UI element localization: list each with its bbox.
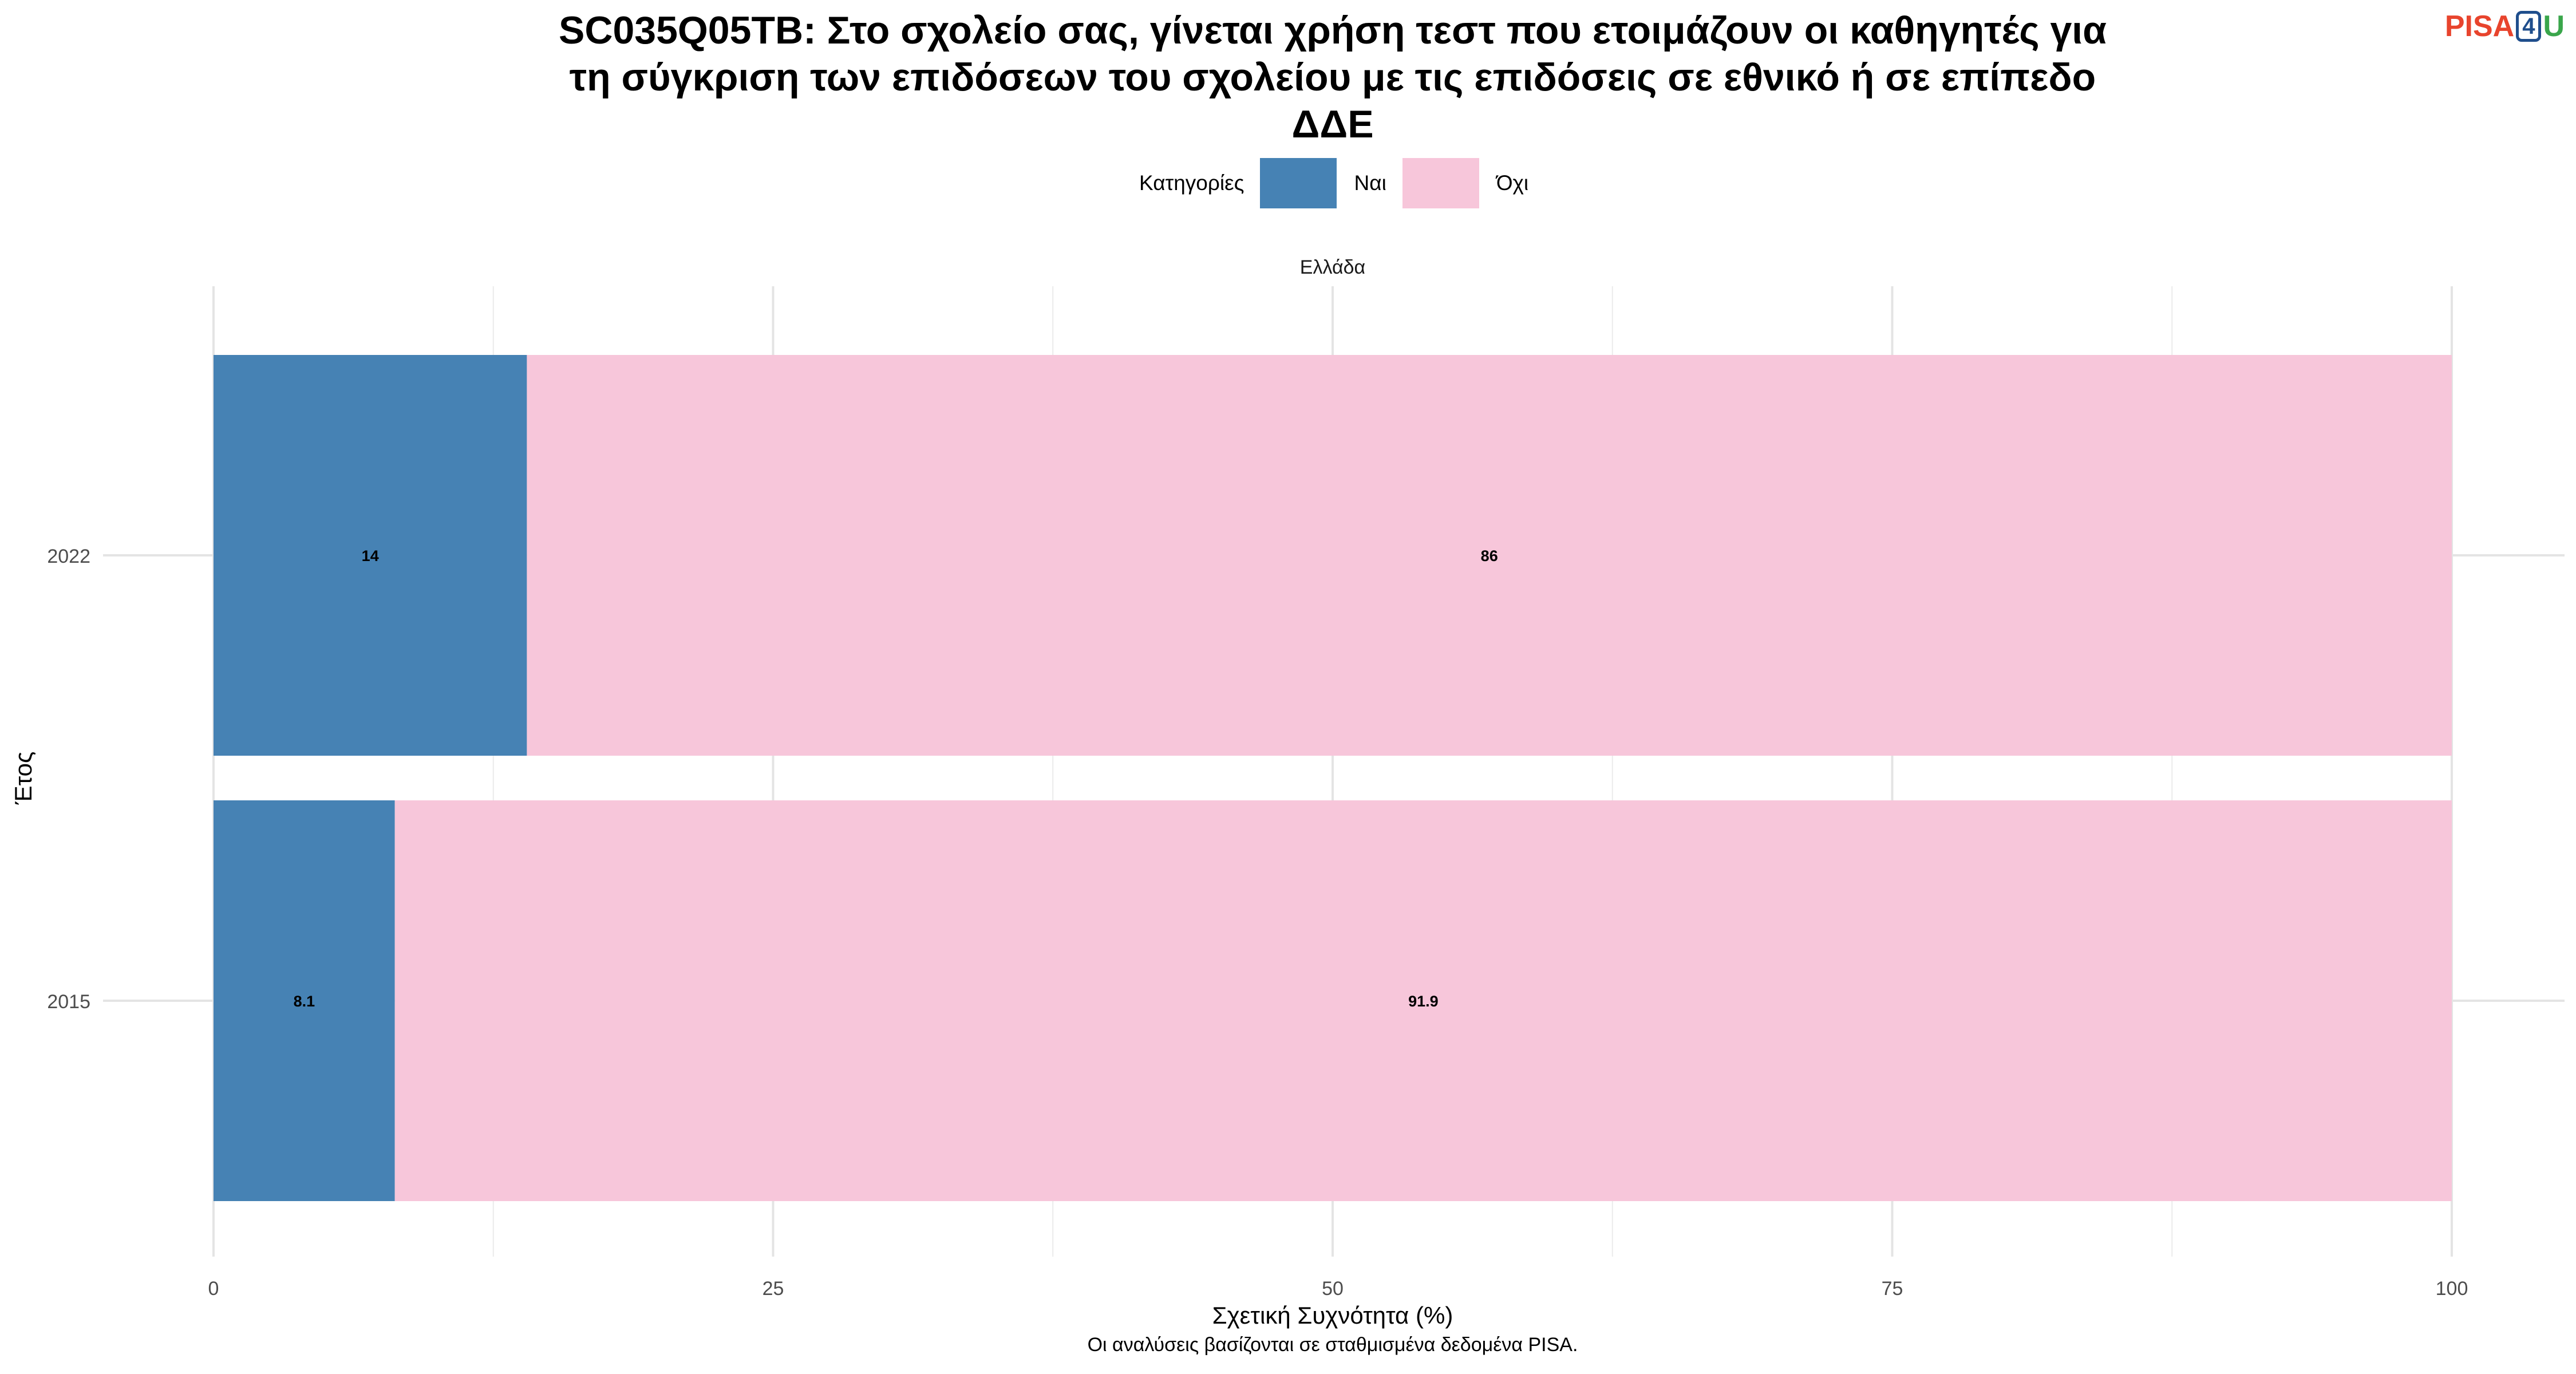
legend-title: Κατηγορίες <box>1139 171 1244 195</box>
data-label: 91.9 <box>1408 993 1439 1010</box>
caption: Οι αναλύσεις βασίζονται σε σταθμισμένα δ… <box>1087 1334 1578 1356</box>
legend-label-no: Όχι <box>1496 171 1529 195</box>
x-tick-label: 0 <box>208 1278 219 1300</box>
bar-no-2022 <box>527 355 2452 756</box>
data-label: 14 <box>362 547 379 564</box>
x-tick-label: 50 <box>1322 1278 1344 1300</box>
chart-title-line: ΔΔΕ <box>1291 102 1374 146</box>
y-axis-title: Έτος <box>10 752 37 806</box>
chart-title-line: SC035Q05TB: Στο σχολείο σας, γίνεται χρή… <box>559 9 2107 52</box>
chart-title: SC035Q05TB: Στο σχολείο σας, γίνεται χρή… <box>0 7 2576 148</box>
logo-part: PISA <box>2444 10 2515 43</box>
legend-label-yes: Ναι <box>1354 171 1386 195</box>
bar-yes-2015 <box>214 800 395 1201</box>
data-label: 8.1 <box>294 993 315 1010</box>
logo-part: U <box>2543 10 2565 43</box>
bar-no-2015 <box>394 800 2452 1201</box>
facet-label: Ελλάδα <box>1300 256 1365 278</box>
legend: Κατηγορίες Ναι Όχι <box>1139 157 1544 209</box>
logo-part: 4 <box>2516 11 2542 42</box>
y-tick-label: 2015 <box>47 991 90 1013</box>
legend-key-no <box>1402 158 1479 208</box>
x-tick-label: 25 <box>762 1278 784 1300</box>
legend-key-yes <box>1260 158 1337 208</box>
chart-title-line: τη σύγκριση των επιδόσεων του σχολείου μ… <box>569 56 2096 99</box>
bar-yes-2022 <box>214 355 527 756</box>
pisa4u-logo: PISA 4 U <box>2445 8 2565 45</box>
y-tick-label: 2022 <box>47 546 90 567</box>
x-axis-title: Σχετική Συχνότητα (%) <box>1212 1302 1453 1329</box>
x-tick-label: 100 <box>2436 1278 2468 1300</box>
data-label: 86 <box>1481 547 1498 564</box>
x-tick-label: 75 <box>1882 1278 1903 1300</box>
